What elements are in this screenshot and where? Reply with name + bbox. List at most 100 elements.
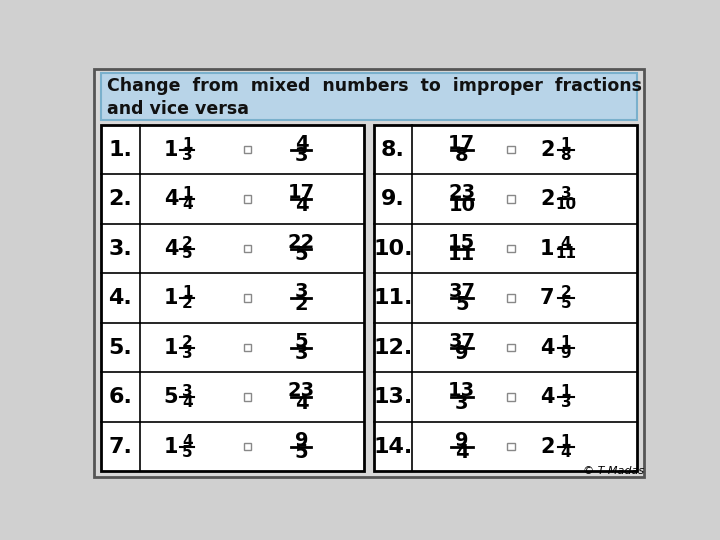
Text: 1: 1	[164, 338, 179, 357]
Text: 10: 10	[449, 196, 475, 215]
Text: 23: 23	[288, 381, 315, 401]
Text: 3: 3	[561, 395, 571, 410]
Text: 5: 5	[163, 387, 179, 407]
Bar	[508, 344, 516, 352]
Text: 3: 3	[561, 186, 571, 201]
Bar	[508, 195, 516, 203]
Text: 5: 5	[182, 246, 193, 261]
Bar	[101, 125, 364, 471]
Text: 4: 4	[182, 197, 193, 212]
Text: 6.: 6.	[108, 387, 132, 407]
Text: 17: 17	[288, 184, 315, 202]
Text: 1: 1	[182, 137, 192, 152]
Text: 1: 1	[561, 384, 571, 399]
Bar	[374, 125, 637, 471]
Text: 4: 4	[561, 236, 571, 251]
Text: 4: 4	[182, 434, 193, 449]
Bar	[243, 393, 251, 401]
Text: 1: 1	[561, 335, 571, 350]
Text: 3: 3	[294, 345, 308, 363]
Text: 1: 1	[182, 186, 192, 201]
Bar	[243, 245, 251, 253]
Text: 2.: 2.	[108, 189, 132, 209]
Bar	[508, 294, 516, 302]
Text: 1: 1	[164, 288, 179, 308]
Text: 11.: 11.	[374, 288, 413, 308]
Text: 5: 5	[561, 296, 571, 311]
Text: 1: 1	[164, 437, 179, 457]
Bar	[101, 72, 637, 120]
Bar	[243, 344, 251, 352]
Text: 3.: 3.	[108, 239, 132, 259]
Text: 2: 2	[182, 296, 193, 311]
Text: 5: 5	[455, 295, 469, 314]
Text: © T Madas: © T Madas	[583, 466, 644, 476]
Text: 13.: 13.	[374, 387, 413, 407]
Text: 1.: 1.	[108, 140, 132, 160]
Text: 9: 9	[294, 431, 308, 450]
Text: 2: 2	[560, 285, 571, 300]
Text: 5: 5	[182, 444, 193, 460]
Text: 8.: 8.	[381, 140, 405, 160]
Text: 4: 4	[540, 387, 554, 407]
Text: 3: 3	[294, 146, 308, 165]
Text: 12.: 12.	[374, 338, 413, 357]
Text: 10: 10	[555, 197, 577, 212]
Bar	[508, 245, 516, 253]
Bar	[243, 146, 251, 153]
Text: 4: 4	[294, 134, 308, 153]
Text: 22: 22	[288, 233, 315, 252]
Text: 4: 4	[540, 338, 554, 357]
Text: 2: 2	[540, 140, 554, 160]
Text: 14.: 14.	[374, 437, 413, 457]
Text: 4: 4	[182, 395, 193, 410]
Text: 9: 9	[455, 431, 469, 450]
Text: 1: 1	[561, 137, 571, 152]
Text: 3: 3	[182, 384, 193, 399]
Text: 4: 4	[294, 394, 308, 413]
Text: 5: 5	[294, 443, 308, 462]
Bar	[243, 443, 251, 450]
Text: 4: 4	[455, 443, 469, 462]
Text: 2: 2	[540, 437, 554, 457]
Text: 2: 2	[182, 335, 193, 350]
Text: 2: 2	[182, 236, 193, 251]
Text: 37: 37	[449, 282, 475, 301]
Bar	[508, 393, 516, 401]
Text: 7: 7	[540, 288, 554, 308]
Text: 5: 5	[294, 245, 308, 264]
Text: 1: 1	[561, 434, 571, 449]
Text: 13: 13	[449, 381, 475, 401]
Bar	[508, 443, 516, 450]
Text: 10.: 10.	[373, 239, 413, 259]
Bar	[374, 125, 637, 471]
Text: 23: 23	[449, 184, 475, 202]
Text: 4: 4	[164, 189, 179, 209]
Text: 37: 37	[449, 332, 475, 351]
Text: 3: 3	[294, 282, 308, 301]
Text: 4: 4	[294, 196, 308, 215]
Text: 8: 8	[455, 146, 469, 165]
Text: 1: 1	[164, 140, 179, 160]
Text: and vice versa: and vice versa	[107, 100, 249, 118]
Text: 1: 1	[182, 285, 192, 300]
Text: 11: 11	[555, 246, 576, 261]
Text: 8: 8	[561, 147, 571, 163]
Text: 17: 17	[449, 134, 475, 153]
Text: 3: 3	[182, 147, 193, 163]
Text: 7.: 7.	[108, 437, 132, 457]
Text: 2: 2	[540, 189, 554, 209]
Text: 15: 15	[449, 233, 475, 252]
Bar	[508, 146, 516, 153]
Text: 5.: 5.	[108, 338, 132, 357]
Text: Change  from  mixed  numbers  to  improper  fractions: Change from mixed numbers to improper fr…	[107, 77, 642, 96]
Bar	[101, 125, 364, 471]
Text: 3: 3	[182, 346, 193, 361]
Text: 11: 11	[449, 245, 475, 264]
Text: 9: 9	[455, 345, 469, 363]
Text: 9: 9	[561, 346, 571, 361]
Text: 4: 4	[164, 239, 179, 259]
Text: 2: 2	[294, 295, 308, 314]
Bar	[243, 195, 251, 203]
Bar	[243, 294, 251, 302]
